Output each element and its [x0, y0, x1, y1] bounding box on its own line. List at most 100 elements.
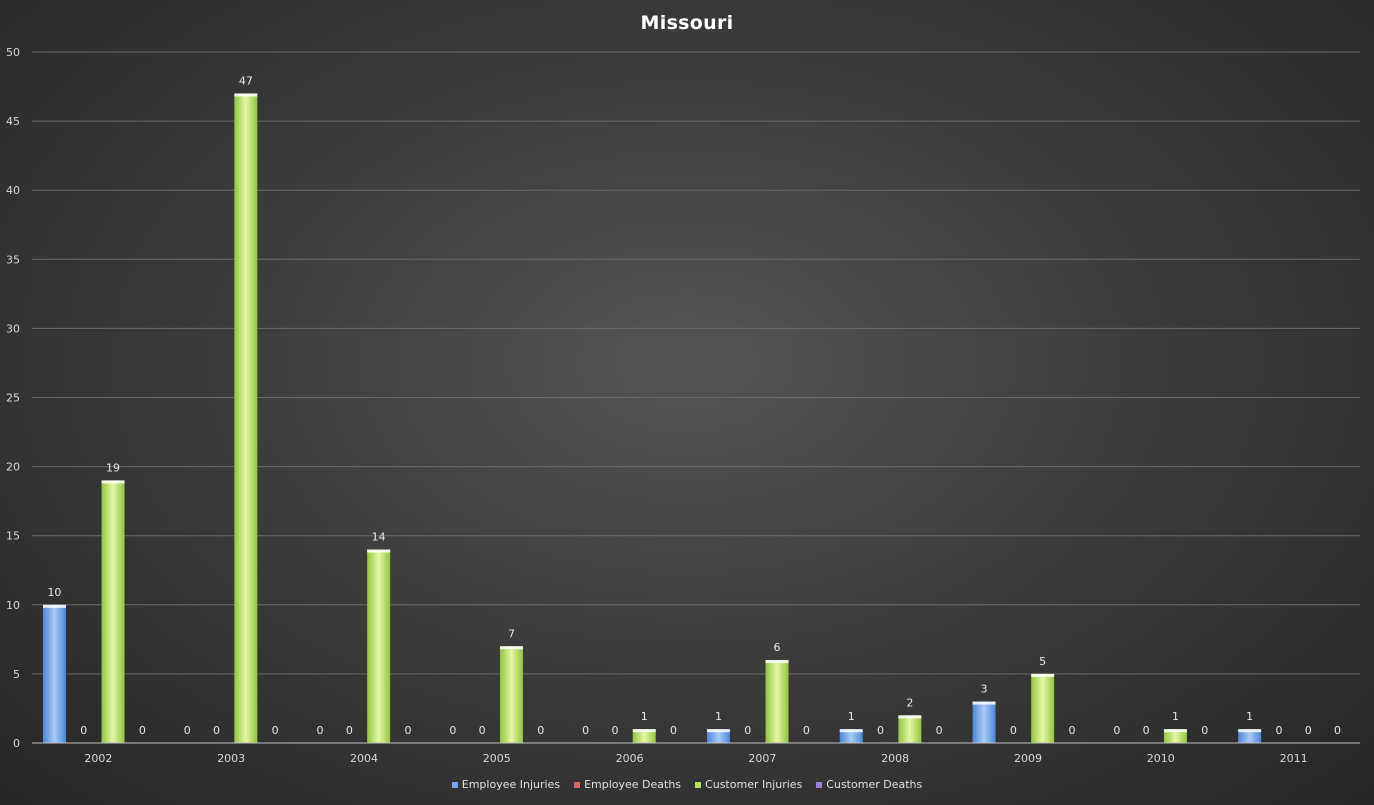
data-label: 14 [372, 531, 386, 544]
data-label: 0 [317, 724, 324, 737]
data-label: 0 [936, 724, 943, 737]
bar-cap [234, 93, 258, 97]
data-label: 7 [508, 627, 515, 640]
x-tick-label: 2010 [1147, 752, 1175, 765]
data-label: 19 [106, 461, 120, 474]
bar-employee-injuries-2007 [706, 729, 730, 743]
data-label: 0 [404, 724, 411, 737]
data-label: 0 [537, 724, 544, 737]
data-label: 2 [906, 696, 913, 709]
legend-label: Employee Injuries [461, 778, 561, 791]
bar-customer-injuries-2005 [499, 646, 523, 743]
legend-swatch-icon [451, 781, 458, 788]
data-label: 0 [803, 724, 810, 737]
data-label: 0 [877, 724, 884, 737]
legend-swatch-icon [816, 781, 823, 788]
bar-cap [42, 604, 66, 608]
y-tick-label: 10 [6, 599, 20, 612]
data-label: 1 [715, 710, 722, 723]
legend-swatch-icon [574, 781, 581, 788]
bar-cap [367, 549, 391, 553]
bar-customer-injuries-2007 [765, 660, 789, 743]
legend-label: Customer Injuries [705, 778, 803, 791]
chart-title: Missouri [640, 12, 734, 34]
data-label: 0 [80, 724, 87, 737]
x-tick-label: 2007 [748, 752, 776, 765]
y-tick-label: 20 [6, 461, 20, 474]
data-label: 0 [1143, 724, 1150, 737]
x-tick-label: 2005 [483, 752, 511, 765]
data-label: 0 [213, 724, 220, 737]
bar-cap [499, 646, 523, 650]
bar-employee-injuries-2002 [42, 604, 66, 743]
bar-customer-injuries-2010 [1163, 729, 1187, 743]
x-tick-label: 2003 [217, 752, 245, 765]
data-label: 0 [449, 724, 456, 737]
data-label: 0 [1334, 724, 1341, 737]
y-tick-label: 35 [6, 253, 20, 266]
bar-cap [1238, 729, 1262, 733]
data-label: 0 [346, 724, 353, 737]
data-label: 0 [479, 724, 486, 737]
bar-cap [1163, 729, 1187, 733]
data-label: 0 [1275, 724, 1282, 737]
x-tick-label: 2009 [1014, 752, 1042, 765]
data-label: 0 [1113, 724, 1120, 737]
data-label: 0 [1010, 724, 1017, 737]
data-label: 6 [774, 641, 781, 654]
y-tick-label: 15 [6, 530, 20, 543]
data-label: 0 [139, 724, 146, 737]
bar-customer-injuries-2009 [1031, 673, 1055, 743]
legend-item-customer-deaths: Customer Deaths [816, 778, 922, 791]
data-label: 0 [670, 724, 677, 737]
legend-label: Employee Deaths [584, 778, 682, 791]
bar-customer-injuries-2004 [367, 549, 391, 743]
bar-cap [632, 729, 656, 733]
data-label: 1 [848, 710, 855, 723]
data-label: 10 [47, 586, 61, 599]
x-tick-label: 2008 [881, 752, 909, 765]
x-tick-label: 2004 [350, 752, 378, 765]
bar-employee-injuries-2009 [972, 701, 996, 743]
data-label: 1 [1172, 710, 1179, 723]
data-label: 0 [272, 724, 279, 737]
data-label: 1 [1246, 710, 1253, 723]
bar-cap [706, 729, 730, 733]
data-label: 0 [184, 724, 191, 737]
y-tick-label: 45 [6, 115, 20, 128]
data-label: 0 [744, 724, 751, 737]
data-label: 0 [1068, 724, 1075, 737]
gridlines [32, 51, 1360, 675]
bar-customer-injuries-2006 [632, 729, 656, 743]
bar-customer-injuries-2002 [101, 480, 125, 743]
data-label: 5 [1039, 655, 1046, 668]
legend-item-employee-deaths: Employee Deaths [574, 778, 681, 791]
bar-customer-injuries-2008 [898, 715, 922, 743]
bar-cap [972, 701, 996, 705]
bar-cap [898, 715, 922, 719]
x-tick-label: 2002 [84, 752, 112, 765]
y-tick-label: 50 [6, 46, 20, 59]
legend-label: Customer Deaths [826, 778, 923, 791]
bar-cap [1031, 673, 1055, 677]
y-tick-label: 30 [6, 322, 20, 335]
bar-cap [839, 729, 863, 733]
y-tick-label: 40 [6, 184, 20, 197]
bar-employee-injuries-2011 [1238, 729, 1262, 743]
y-tick-label: 5 [13, 668, 20, 681]
bar-employee-injuries-2008 [839, 729, 863, 743]
legend-item-employee-injuries: Employee Injuries [451, 778, 561, 791]
x-tick-label: 2011 [1280, 752, 1308, 765]
bars [42, 93, 1262, 743]
y-axis: 0 5 10 15 20 25 30 35 40 45 50 [6, 46, 20, 750]
data-label: 3 [981, 683, 988, 696]
bar-cap [765, 660, 789, 664]
data-label: 0 [1305, 724, 1312, 737]
data-label: 0 [582, 724, 589, 737]
bar-cap [101, 480, 125, 484]
legend-swatch-icon [695, 781, 702, 788]
data-label: 47 [239, 74, 253, 87]
y-tick-label: 0 [13, 737, 20, 750]
